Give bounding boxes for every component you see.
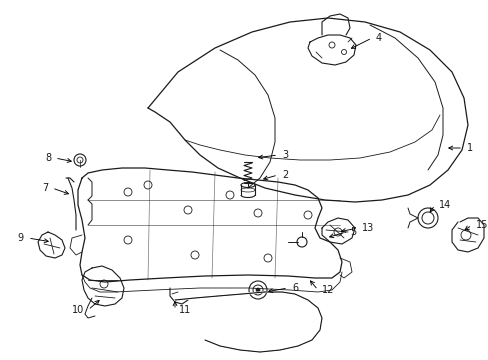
Circle shape — [256, 288, 260, 292]
Text: 15: 15 — [475, 220, 488, 230]
Text: 12: 12 — [321, 285, 334, 295]
Text: 5: 5 — [349, 227, 356, 237]
Text: 4: 4 — [375, 33, 381, 43]
Text: 8: 8 — [45, 153, 51, 163]
Text: 14: 14 — [438, 200, 450, 210]
Text: 2: 2 — [282, 170, 287, 180]
Text: 3: 3 — [282, 150, 287, 160]
Text: 11: 11 — [179, 305, 191, 315]
Text: 6: 6 — [291, 283, 298, 293]
Text: 1: 1 — [466, 143, 472, 153]
Text: 13: 13 — [361, 223, 373, 233]
Text: 10: 10 — [72, 305, 84, 315]
Text: 7: 7 — [41, 183, 48, 193]
Text: 9: 9 — [18, 233, 24, 243]
